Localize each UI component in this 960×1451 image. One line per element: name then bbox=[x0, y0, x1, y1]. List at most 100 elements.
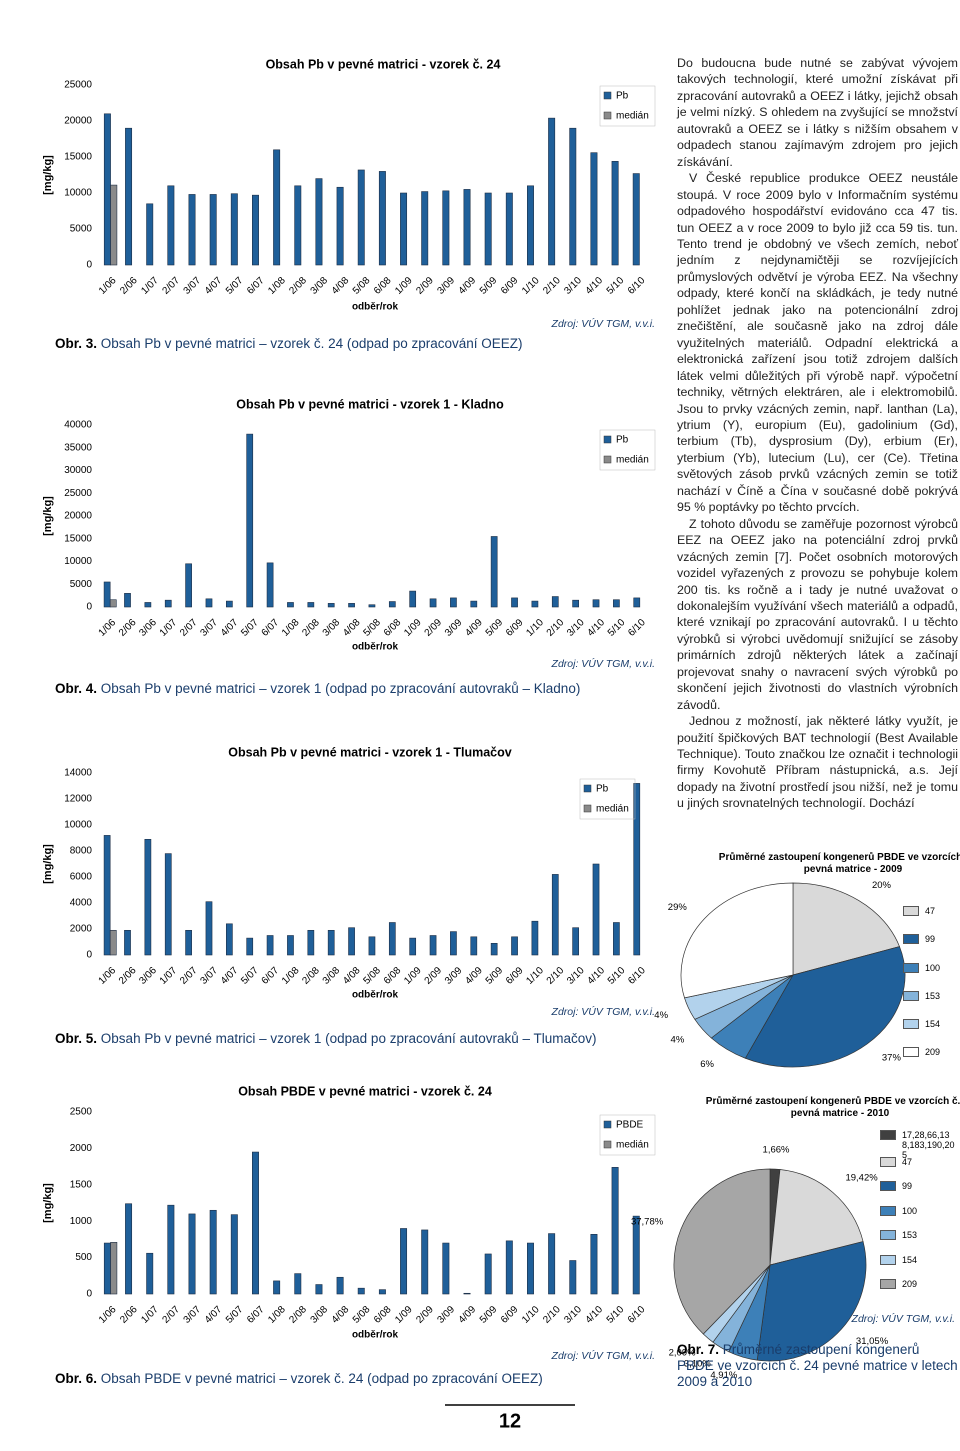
bar bbox=[273, 149, 281, 266]
bar bbox=[164, 599, 172, 608]
bar bbox=[511, 597, 518, 608]
legend-box bbox=[599, 85, 656, 127]
pie-slice bbox=[673, 1168, 771, 1335]
y-tick-label: 12000 bbox=[64, 794, 92, 805]
x-tick-label: 1/10 bbox=[520, 275, 542, 297]
legend-entry: 47 bbox=[880, 1157, 955, 1167]
bar bbox=[252, 1151, 259, 1295]
legend-label: medián bbox=[616, 1140, 649, 1151]
x-tick-label: 2/10 bbox=[545, 965, 567, 987]
legend-entry: 154 bbox=[903, 1019, 955, 1029]
bar bbox=[188, 194, 196, 266]
chart-title: Obsah PBDE v pevné matrici - vzorek č. 2… bbox=[238, 1084, 492, 1098]
y-axis-label: [mg/kg] bbox=[42, 1183, 54, 1223]
legend-box bbox=[599, 1114, 656, 1156]
y-tick-label: 0 bbox=[86, 602, 92, 613]
bar bbox=[315, 178, 323, 266]
pie-slice bbox=[792, 882, 900, 976]
legend-label: PBDE bbox=[616, 1120, 644, 1131]
bar bbox=[103, 835, 111, 956]
x-tick-label: 4/08 bbox=[341, 617, 363, 639]
bar bbox=[400, 1228, 408, 1295]
y-tick-label: 25000 bbox=[64, 488, 92, 499]
bar bbox=[470, 936, 478, 956]
bar bbox=[505, 192, 513, 266]
legend-swatch bbox=[903, 1019, 919, 1029]
y-tick-label: 6000 bbox=[70, 872, 93, 883]
bar bbox=[463, 189, 471, 266]
caption-label: Obr. 5. bbox=[55, 1031, 98, 1046]
x-tick-label: 2/10 bbox=[541, 1304, 563, 1326]
slice-label: 19,42% bbox=[845, 1172, 878, 1183]
paragraph: Do budoucna bude nutné se zabývat vývoje… bbox=[677, 56, 958, 169]
x-tick-label: 2/10 bbox=[545, 617, 567, 639]
y-tick-label: 15000 bbox=[64, 533, 92, 544]
legend-label: Pb bbox=[616, 435, 629, 446]
x-tick-label: 1/09 bbox=[402, 965, 424, 987]
legend-entry: 100 bbox=[880, 1206, 955, 1216]
chart-title: Obsah Pb v pevné matrici - vzorek 1 - Kl… bbox=[236, 397, 504, 411]
y-tick-label: 10000 bbox=[64, 556, 92, 567]
paragraph: Jednou z možností, jak některé látky vyu… bbox=[677, 714, 958, 811]
bar bbox=[590, 152, 598, 266]
x-tick-label: 5/10 bbox=[606, 617, 628, 639]
x-tick-label: 6/09 bbox=[499, 1304, 521, 1326]
x-tick-label: 6/08 bbox=[372, 275, 394, 297]
x-tick-label: 5/09 bbox=[478, 1304, 500, 1326]
bar bbox=[110, 184, 118, 266]
bar bbox=[144, 602, 152, 608]
bar bbox=[613, 922, 620, 956]
x-tick-label: 5/08 bbox=[361, 617, 383, 639]
x-tick-label: 3/10 bbox=[562, 1304, 584, 1326]
x-tick-label: 3/08 bbox=[309, 1304, 331, 1326]
bar bbox=[378, 171, 386, 266]
bar bbox=[246, 433, 254, 608]
bar bbox=[490, 536, 498, 608]
y-tick-label: 0 bbox=[86, 260, 92, 271]
x-tick-label: 1/09 bbox=[393, 275, 415, 297]
bar bbox=[103, 113, 111, 266]
x-tick-label: 6/07 bbox=[260, 965, 282, 987]
y-tick-label: 0 bbox=[86, 1289, 92, 1300]
bar bbox=[336, 1276, 344, 1295]
x-tick-label: 6/10 bbox=[626, 617, 648, 639]
x-tick-label: 2/06 bbox=[117, 965, 139, 987]
x-tick-label: 6/08 bbox=[382, 617, 404, 639]
bar bbox=[592, 599, 600, 608]
bar bbox=[110, 1242, 118, 1295]
x-tick-label: 6/10 bbox=[626, 1304, 648, 1326]
y-tick-label: 40000 bbox=[64, 420, 92, 431]
x-tick-label: 1/06 bbox=[97, 275, 119, 297]
x-tick-label: 4/09 bbox=[457, 275, 479, 297]
bar bbox=[144, 838, 152, 956]
legend-label: 47 bbox=[925, 906, 936, 916]
x-axis-label: odběr/rok bbox=[352, 302, 399, 313]
legend-entry: 154 bbox=[880, 1255, 955, 1265]
x-tick-label: 1/08 bbox=[266, 1304, 288, 1326]
chart-title: Obsah Pb v pevné matrici - vzorek 1 - Tl… bbox=[228, 745, 511, 759]
legend-swatch bbox=[880, 1279, 896, 1289]
chart-title: Průměrné zastoupení kongenerů PBDE ve vz… bbox=[705, 1096, 960, 1119]
legend-label: 99 bbox=[902, 1181, 913, 1191]
legend-swatch bbox=[880, 1181, 896, 1191]
legend-swatch bbox=[880, 1230, 896, 1240]
x-tick-label: 4/07 bbox=[219, 965, 241, 987]
legend-label: 153 bbox=[925, 991, 941, 1001]
bar bbox=[205, 901, 213, 956]
x-tick-label: 4/09 bbox=[463, 617, 485, 639]
bar bbox=[357, 169, 365, 266]
bar bbox=[167, 1204, 175, 1295]
y-tick-label: 1500 bbox=[70, 1179, 93, 1190]
bar bbox=[287, 935, 294, 956]
bar bbox=[109, 599, 117, 608]
bar bbox=[450, 597, 457, 608]
slice-label: 4% bbox=[654, 1010, 668, 1021]
legend-swatch bbox=[903, 963, 919, 973]
caption-text: Obsah Pb v pevné matrici – vzorek 1 (odp… bbox=[100, 681, 581, 696]
x-axis-label: odběr/rok bbox=[352, 642, 399, 653]
x-tick-label: 4/08 bbox=[341, 965, 363, 987]
x-tick-label: 4/07 bbox=[203, 275, 225, 297]
x-tick-label: 2/10 bbox=[541, 275, 563, 297]
legend-label: 100 bbox=[925, 963, 941, 973]
x-tick-label: 3/09 bbox=[435, 1304, 457, 1326]
